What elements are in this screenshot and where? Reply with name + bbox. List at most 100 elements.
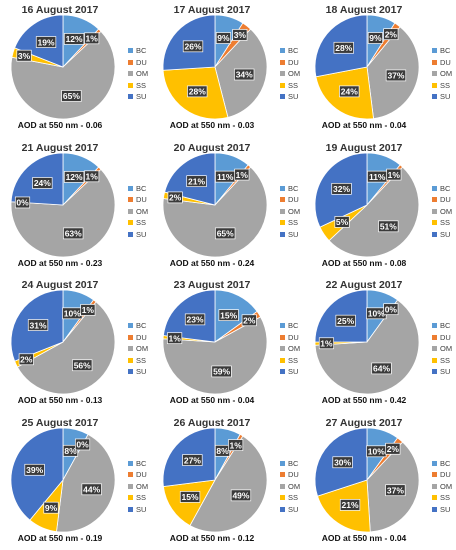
legend-swatch xyxy=(432,495,437,501)
data-label-box xyxy=(187,85,208,98)
data-label-om: 65% xyxy=(215,227,236,239)
data-label-box xyxy=(234,68,255,81)
data-label-text: 8% xyxy=(216,445,229,455)
legend-label: SS xyxy=(288,493,299,502)
legend-swatch xyxy=(128,369,133,375)
data-label-text: 1% xyxy=(230,440,243,450)
legend-label: BC xyxy=(288,458,299,468)
data-label-box xyxy=(81,482,102,495)
data-label-text: 31% xyxy=(30,320,47,330)
data-label-text: 44% xyxy=(83,484,100,494)
data-label-text: 12% xyxy=(66,172,83,182)
legend-swatch xyxy=(432,185,437,191)
data-label-box xyxy=(332,455,353,468)
legend-label: SU xyxy=(440,367,451,376)
data-label-box xyxy=(383,28,399,41)
legend: BC DU OM SS SU xyxy=(128,183,152,241)
legend-item-bc: BC xyxy=(280,320,304,332)
data-label-box xyxy=(84,169,100,182)
legend-item-su: SU xyxy=(432,366,456,378)
legend-swatch xyxy=(280,460,285,466)
legend-swatch xyxy=(280,82,285,88)
aod-caption: AOD at 550 nm - 0.04 xyxy=(321,120,407,130)
legend-label: BC xyxy=(136,183,147,193)
data-label-text: 25% xyxy=(337,316,354,326)
data-label-text: 37% xyxy=(387,485,404,495)
legend-item-su: SU xyxy=(280,229,304,241)
legend-item-du: DU xyxy=(432,469,456,481)
data-label-text: 2% xyxy=(20,354,33,364)
legend-swatch xyxy=(432,472,437,478)
chart-title: 23 August 2017 xyxy=(173,279,251,291)
pie-panel: 24 August 2017 10% 1% 56% 2% 31% BC DU OM SS SU AOD… xyxy=(0,275,152,413)
legend-item-bc: BC xyxy=(432,458,456,470)
legend-swatch xyxy=(128,71,133,77)
legend-swatch xyxy=(128,483,133,489)
legend-item-ss: SS xyxy=(432,355,456,367)
pie-slice-om xyxy=(10,30,116,120)
legend-item-om: OM xyxy=(432,481,456,493)
chart-title: 19 August 2017 xyxy=(325,141,403,154)
legend-label: BC xyxy=(136,458,147,468)
data-label-box xyxy=(215,227,236,239)
data-label-du: 0% xyxy=(383,303,399,316)
data-label-text: 32% xyxy=(333,184,350,194)
pie-slice-om xyxy=(328,166,420,257)
legend-item-du: DU xyxy=(128,332,152,344)
data-label-box xyxy=(378,219,399,232)
chart-title: 20 August 2017 xyxy=(173,141,251,154)
data-label-su: 19% xyxy=(35,36,57,48)
data-label-om: 65% xyxy=(61,90,82,102)
legend-item-bc: BC xyxy=(280,183,304,195)
data-label-ss: 15% xyxy=(179,490,201,503)
data-label-box xyxy=(339,85,360,98)
data-label-text: 21% xyxy=(342,500,359,510)
legend-label: DU xyxy=(288,332,299,342)
data-label-om: 37% xyxy=(385,483,406,496)
chart-title: 18 August 2017 xyxy=(325,4,403,16)
pie-panel: 21 August 2017 12% 1% 63% 0% 24% BC DU OM SS SU AOD… xyxy=(0,138,152,276)
legend-swatch xyxy=(432,208,437,214)
legend-label: OM xyxy=(440,481,453,491)
pie-panel: 26 August 2017 8% 1% 49% 15% 27% BC DU OM SS SU AOD… xyxy=(152,413,304,550)
data-label-box xyxy=(333,41,354,54)
pie-panel: 18 August 2017 9% 2% 37% 24% 28% BC DU OM SS SU AOD… xyxy=(304,0,456,138)
data-label-text: 8% xyxy=(64,445,77,455)
legend-swatch xyxy=(128,82,133,88)
data-label-box xyxy=(16,49,32,62)
legend-swatch xyxy=(128,460,133,466)
chart-title: 22 August 2017 xyxy=(325,279,403,291)
data-label-box xyxy=(184,313,206,326)
legend-swatch xyxy=(432,460,437,466)
data-label-bc: 10% xyxy=(62,307,83,320)
legend-swatch xyxy=(280,185,285,191)
data-label-du: 1% xyxy=(386,168,402,180)
data-label-box xyxy=(385,442,401,455)
legend-swatch xyxy=(432,231,437,237)
data-label-box xyxy=(218,309,239,321)
data-label-box xyxy=(182,453,203,466)
legend-label: OM xyxy=(136,481,149,491)
data-label-om: 49% xyxy=(230,488,252,501)
legend-label: SS xyxy=(440,355,451,365)
legend-item-om: OM xyxy=(280,343,304,355)
data-label-box xyxy=(335,314,356,327)
data-label-text: 28% xyxy=(335,43,352,53)
data-label-box xyxy=(27,319,49,331)
legend-swatch xyxy=(432,59,437,65)
legend-label: BC xyxy=(440,46,451,55)
legend-item-su: SU xyxy=(432,504,456,516)
legend-swatch xyxy=(128,208,133,214)
legend-label: OM xyxy=(288,481,301,491)
legend-item-om: OM xyxy=(128,481,152,493)
legend-item-ss: SS xyxy=(128,492,152,504)
legend-swatch xyxy=(128,323,133,329)
data-label-text: 3% xyxy=(18,51,31,61)
data-label-text: 28% xyxy=(189,87,206,97)
legend-item-om: OM xyxy=(128,206,152,218)
chart-title: 16 August 2017 xyxy=(21,4,99,16)
legend-item-bc: BC xyxy=(432,320,456,332)
pie-chart: 9% 2% 37% 24% 28% xyxy=(314,14,420,120)
data-label-text: 11% xyxy=(217,171,234,181)
legend-item-bc: BC xyxy=(128,458,152,470)
